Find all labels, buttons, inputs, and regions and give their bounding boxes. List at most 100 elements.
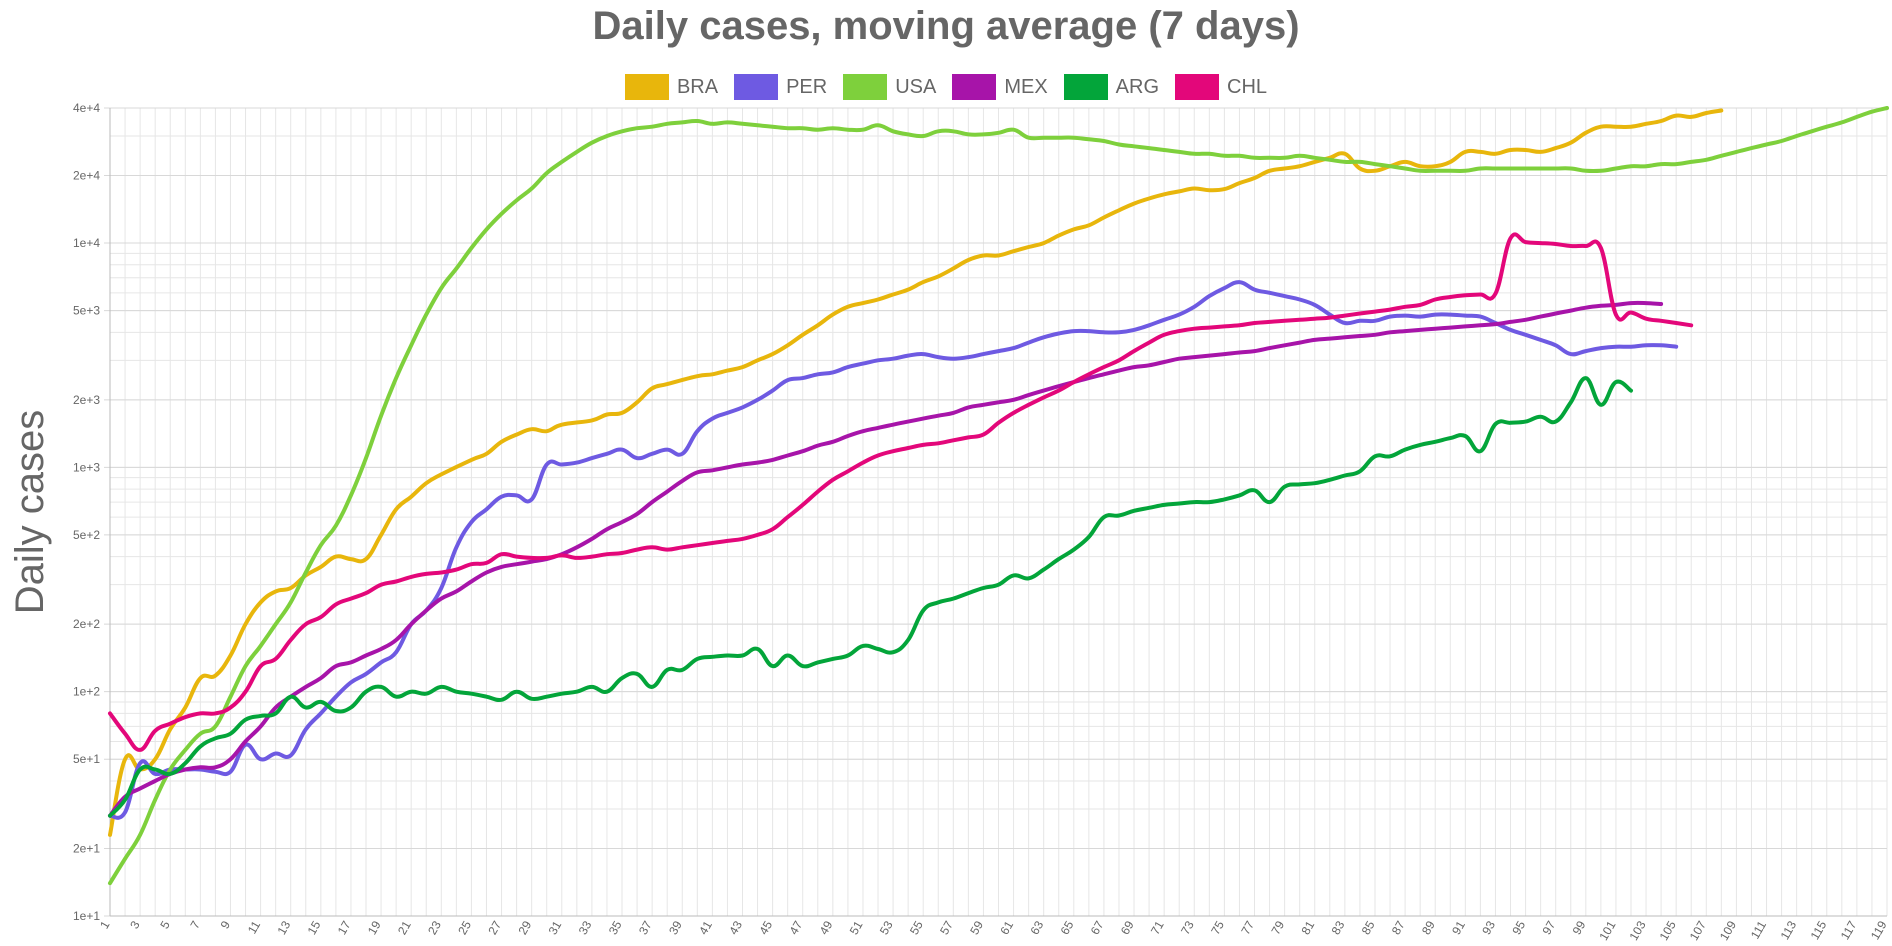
y-tick-label: 2e+3 xyxy=(73,393,100,407)
x-tick-label: 17 xyxy=(335,918,354,937)
series-line-bra xyxy=(108,108,1724,837)
legend-swatch xyxy=(1175,74,1220,100)
legend-label: MEX xyxy=(1004,75,1048,98)
y-tick-label: 1e+4 xyxy=(73,236,100,250)
x-tick-label: 53 xyxy=(877,918,896,937)
y-tick-label: 2e+4 xyxy=(73,169,100,183)
x-tick-label: 111 xyxy=(1748,918,1769,941)
x-tick-label: 79 xyxy=(1268,918,1287,937)
x-tick-label: 25 xyxy=(455,918,474,937)
legend-label: ARG xyxy=(1115,75,1160,98)
x-tick-label: 77 xyxy=(1238,918,1257,937)
series-line-per xyxy=(108,280,1679,820)
x-tick-label: 73 xyxy=(1178,918,1197,937)
x-tick-label: 39 xyxy=(666,918,685,937)
y-tick-label: 2e+2 xyxy=(73,617,100,631)
x-tick-label: 95 xyxy=(1509,918,1528,937)
x-tick-label: 83 xyxy=(1329,918,1348,937)
legend-swatch xyxy=(952,74,997,100)
y-tick-label: 1e+2 xyxy=(73,685,100,699)
x-tick-label: 115 xyxy=(1808,918,1830,942)
x-tick-label: 43 xyxy=(726,918,745,937)
legend-swatch xyxy=(1063,74,1108,100)
legend-swatch xyxy=(843,74,888,100)
x-tick-label: 119 xyxy=(1868,918,1890,942)
x-tick-label: 103 xyxy=(1627,918,1649,943)
legend-item-mex[interactable]: MEX xyxy=(952,74,1048,100)
x-tick-label: 107 xyxy=(1687,918,1709,943)
series-line-mex xyxy=(108,300,1664,818)
series-line-usa xyxy=(108,106,1889,886)
legend-label: USA xyxy=(895,75,937,98)
x-tick-label: 89 xyxy=(1419,918,1438,937)
x-tick-label: 35 xyxy=(606,918,625,937)
x-tick-label: 99 xyxy=(1570,918,1589,937)
x-tick-label: 13 xyxy=(275,918,294,937)
y-tick-label: 5e+1 xyxy=(73,752,100,766)
x-tick-label: 71 xyxy=(1148,918,1167,937)
x-tick-label: 23 xyxy=(425,918,444,937)
chart-title: Daily cases, moving average (7 days) xyxy=(592,4,1300,48)
x-tick-label: 27 xyxy=(485,918,504,937)
gridlines xyxy=(104,107,1888,917)
x-tick-label: 87 xyxy=(1389,918,1408,937)
x-tick-label: 109 xyxy=(1717,918,1739,943)
x-tick-label: 45 xyxy=(756,918,775,937)
x-tick-label: 101 xyxy=(1596,918,1618,943)
x-tick-label: 3 xyxy=(127,918,143,931)
x-tick-label: 1 xyxy=(97,918,113,931)
y-tick-label: 4e+4 xyxy=(73,101,100,115)
x-tick-label: 105 xyxy=(1657,918,1679,943)
x-tick-label: 57 xyxy=(937,918,956,937)
x-tick-label: 67 xyxy=(1088,918,1107,937)
x-tick-label: 81 xyxy=(1299,918,1318,937)
x-tick-label: 69 xyxy=(1118,918,1137,937)
x-tick-label: 33 xyxy=(576,918,595,937)
x-tick-label: 15 xyxy=(305,918,324,937)
series-lines xyxy=(108,106,1889,886)
x-tick-label: 61 xyxy=(997,918,1016,937)
x-tick-label: 11 xyxy=(245,918,264,936)
x-tick-label: 7 xyxy=(187,918,203,931)
x-tick-label: 113 xyxy=(1778,918,1800,942)
x-tick-label: 9 xyxy=(218,918,234,931)
x-tick-label: 5 xyxy=(157,918,173,931)
y-tick-label: 1e+1 xyxy=(73,909,100,923)
x-tick-label: 65 xyxy=(1058,918,1077,937)
x-tick-label: 21 xyxy=(395,918,414,937)
legend-swatch xyxy=(734,74,779,100)
y-tick-label: 2e+1 xyxy=(73,841,100,855)
legend-item-chl[interactable]: CHL xyxy=(1175,74,1267,100)
legend-item-arg[interactable]: ARG xyxy=(1063,74,1160,100)
x-tick-label: 19 xyxy=(365,918,384,937)
x-tick-label: 31 xyxy=(546,918,565,937)
x-tick-label: 55 xyxy=(907,918,926,937)
x-tick-label: 51 xyxy=(847,918,866,937)
legend-item-per[interactable]: PER xyxy=(734,74,827,100)
x-tick-label: 63 xyxy=(1027,918,1046,937)
legend-item-usa[interactable]: USA xyxy=(843,74,936,100)
legend-swatch xyxy=(624,74,669,100)
legend-item-bra[interactable]: BRA xyxy=(624,74,719,100)
x-tick-label: 91 xyxy=(1449,918,1468,937)
legend-label: PER xyxy=(786,75,828,98)
legend-label: BRA xyxy=(676,75,719,98)
series-line-chl xyxy=(108,232,1694,752)
x-tick-label: 75 xyxy=(1208,918,1227,937)
x-tick-label: 41 xyxy=(696,918,715,937)
x-tick-label: 49 xyxy=(817,918,836,937)
x-tick-label: 59 xyxy=(967,918,986,937)
x-tick-label: 29 xyxy=(515,918,534,937)
x-tick-label: 117 xyxy=(1838,918,1860,942)
series-line-arg xyxy=(108,376,1633,818)
x-tick-label: 85 xyxy=(1359,918,1378,937)
y-tick-label: 5e+2 xyxy=(73,528,100,542)
y-tick-label: 5e+3 xyxy=(73,304,100,318)
legend-label: CHL xyxy=(1227,75,1268,98)
legend: BRA PER USA MEX ARG CHL xyxy=(0,74,1892,100)
x-tick-label: 93 xyxy=(1479,918,1498,937)
x-tick-label: 47 xyxy=(787,918,806,937)
x-tick-label: 37 xyxy=(636,918,655,937)
x-tick-label: 97 xyxy=(1539,918,1558,937)
